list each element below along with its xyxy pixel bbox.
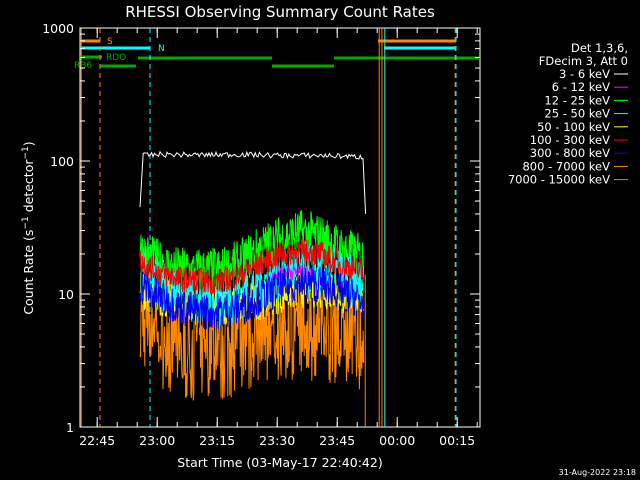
x-tick-label: 00:15: [439, 433, 475, 448]
series-line-300-800keV: [139, 266, 365, 329]
x-tick-label: 00:00: [379, 433, 415, 448]
plot-frame: [79, 27, 481, 428]
y-tick-label: 100: [50, 154, 74, 169]
series-layer: [139, 150, 367, 427]
RDO-flag-label: RDO: [106, 53, 126, 63]
x-tick-label: 23:15: [199, 433, 235, 448]
legend-item-label: 800 - 7000 keV: [522, 159, 610, 173]
series-line-800-7000keV: [139, 278, 365, 401]
flag-layer: S N RDO RB6: [74, 28, 480, 427]
x-tick-label: 23:45: [319, 433, 355, 448]
y-tick-label: 1000: [42, 21, 74, 36]
y-tick-label: 1: [66, 420, 74, 435]
x-tick-label: 23:30: [259, 433, 295, 448]
S-flag-label: S: [107, 37, 113, 47]
legend-item-label: 7000 - 15000 keV: [508, 173, 610, 187]
legend-item-label: 6 - 12 keV: [552, 80, 610, 94]
x-tick-label: 22:45: [79, 433, 115, 448]
chart-title: RHESSI Observing Summary Count Rates: [125, 3, 435, 21]
legend-header: Det 1,3,6,: [571, 41, 628, 55]
series-line-3-6keV: [139, 150, 367, 214]
x-tick-label: 23:00: [139, 433, 175, 448]
series-line-100-300keV: [139, 238, 365, 295]
legend-item-label: 12 - 25 keV: [544, 93, 610, 107]
x-axis-label: Start Time (03-May-17 22:40:42): [177, 455, 382, 470]
y-axis-label: Count Rate (s−1 detector−1): [21, 141, 36, 314]
legend-header: FDecim 3, Att 0: [539, 54, 628, 68]
legend-item-label: 25 - 50 keV: [544, 107, 610, 121]
N-flag-label: N: [158, 44, 165, 54]
RB6-flag-label: RB6: [74, 61, 92, 71]
axes-layer: 1 10 100 1000 22:45 23:00 23:15 23:30 23:45 00:00…: [42, 21, 480, 448]
legend-item-label: 3 - 6 keV: [559, 67, 610, 81]
legend-item-label: 100 - 300 keV: [530, 133, 610, 147]
legend-item-label: 50 - 100 keV: [537, 120, 610, 134]
legend-item-label: 300 - 800 keV: [530, 146, 610, 160]
footer-date: 31-Aug-2022 23:18: [559, 468, 636, 477]
y-tick-label: 10: [58, 287, 74, 302]
